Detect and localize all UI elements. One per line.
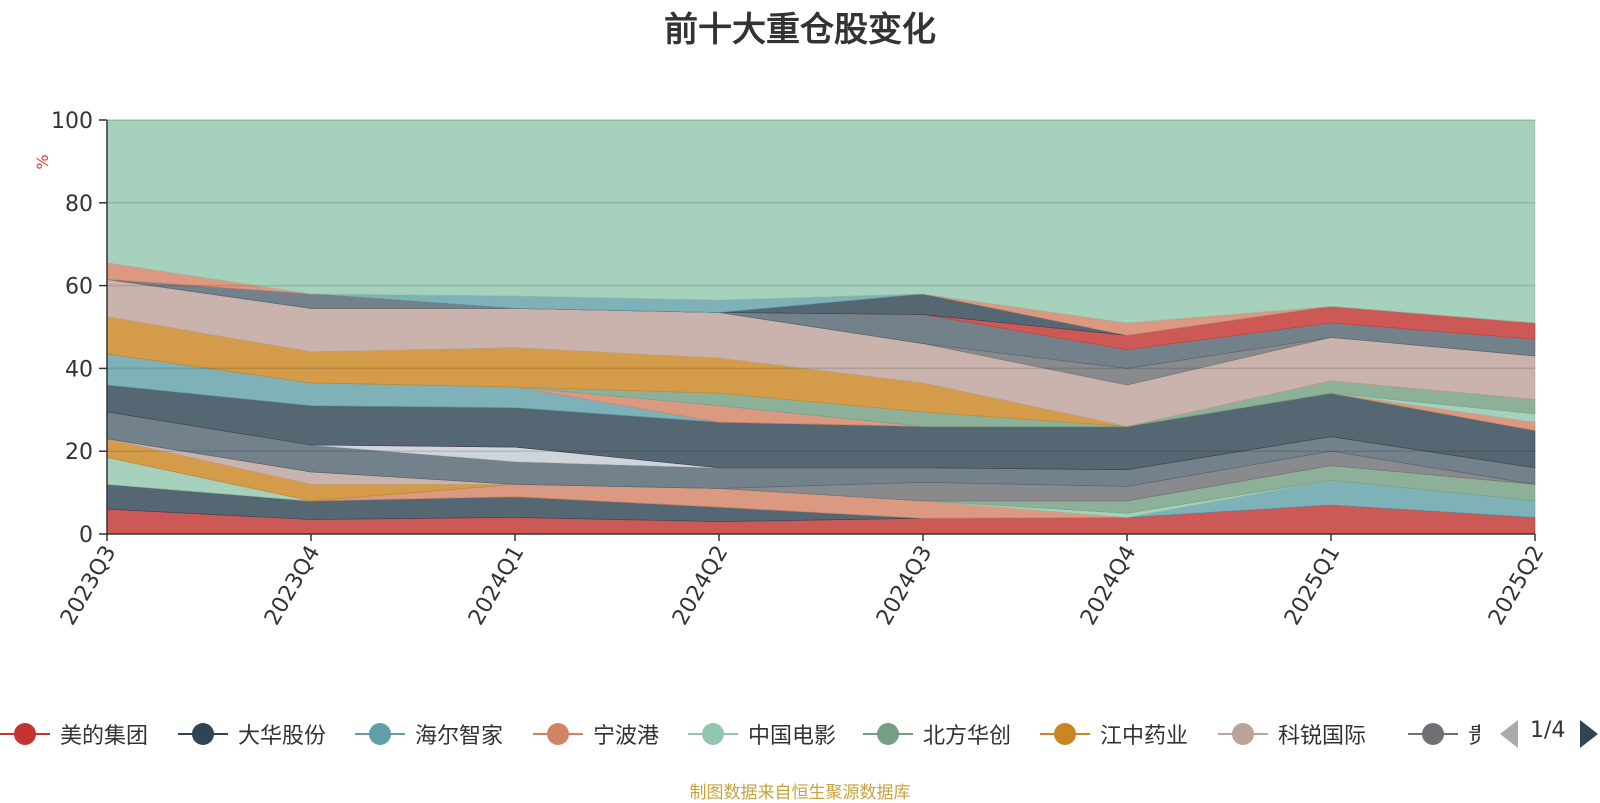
legend: 美的集团 大华股份 海尔智家 宁波港 中国电影 北方华创 江中药业 科锐国际 贵州 <box>0 714 1480 754</box>
legend-marker-icon <box>0 714 50 754</box>
legend-item-label: 海尔智家 <box>415 724 504 749</box>
y-tick-label: 100 <box>51 109 93 134</box>
chart-title: 前十大重仓股变化 <box>664 10 936 50</box>
legend-marker-icon <box>178 714 228 754</box>
x-tick-label: 2023Q3 <box>56 542 121 630</box>
legend-item-label: 宁波港 <box>593 724 660 749</box>
x-tick-label: 2024Q3 <box>872 542 937 630</box>
x-tick-label: 2025Q2 <box>1484 542 1549 630</box>
y-tick-label: 80 <box>65 192 93 217</box>
legend-marker-icon <box>688 714 738 754</box>
legend-next-page-icon[interactable] <box>1580 720 1598 748</box>
legend-item[interactable]: 海尔智家 <box>355 714 503 754</box>
legend-marker-icon <box>355 714 405 754</box>
source-note: 制图数据来自恒生聚源数据库 <box>689 783 911 803</box>
legend-item-label: 北方华创 <box>923 724 1012 749</box>
legend-item[interactable]: 北方华创 <box>863 714 1011 754</box>
legend-item[interactable]: 中国电影 <box>688 714 836 754</box>
legend-item-label: 贵州 <box>1468 724 1480 749</box>
legend-pager: 1/4 <box>1500 714 1600 754</box>
legend-item-label: 江中药业 <box>1100 724 1189 749</box>
legend-item-label: 中国电影 <box>748 724 837 749</box>
legend-item-label: 大华股份 <box>238 724 327 749</box>
legend-item[interactable]: 大华股份 <box>178 714 326 754</box>
legend-page-indicator: 1/4 <box>1530 718 1566 743</box>
y-tick-label: 20 <box>65 440 93 465</box>
legend-marker-icon <box>1408 714 1458 754</box>
legend-item[interactable]: 科锐国际 <box>1218 714 1366 754</box>
y-tick-label: 40 <box>65 357 93 382</box>
legend-item-label: 美的集团 <box>60 724 149 749</box>
x-tick-label: 2024Q1 <box>464 542 529 630</box>
x-tick-label: 2024Q4 <box>1076 542 1141 630</box>
grid-lines <box>107 119 1535 452</box>
legend-item[interactable]: 江中药业 <box>1040 714 1188 754</box>
y-tick-label: 0 <box>79 523 93 548</box>
y-axis-unit-label: % <box>33 154 52 169</box>
legend-item[interactable]: 宁波港 <box>533 714 659 754</box>
x-tick-label: 2025Q1 <box>1280 542 1345 630</box>
y-tick-label: 60 <box>65 275 93 300</box>
legend-marker-icon <box>533 714 583 754</box>
legend-marker-icon <box>863 714 913 754</box>
legend-item[interactable]: 贵州 <box>1408 714 1480 754</box>
x-tick-label: 2023Q4 <box>260 542 325 630</box>
legend-marker-icon <box>1040 714 1090 754</box>
legend-marker-icon <box>1218 714 1268 754</box>
legend-item[interactable]: 美的集团 <box>0 714 148 754</box>
legend-prev-page-icon[interactable] <box>1500 720 1518 748</box>
area-band-27 <box>106 119 1536 324</box>
legend-item-label: 科锐国际 <box>1278 724 1367 749</box>
x-tick-label: 2024Q2 <box>668 542 733 630</box>
area-series <box>106 119 1536 535</box>
